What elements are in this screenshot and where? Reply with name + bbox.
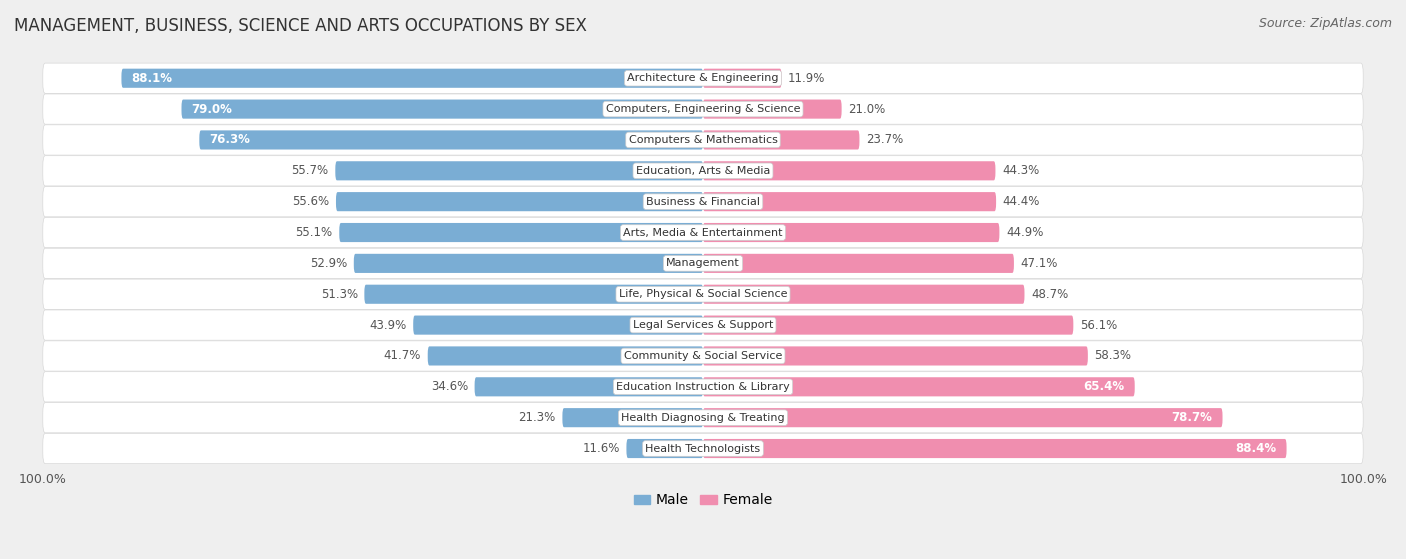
Text: 51.3%: 51.3% [321,288,357,301]
Text: 65.4%: 65.4% [1084,380,1125,394]
Text: Life, Physical & Social Science: Life, Physical & Social Science [619,289,787,299]
Text: Health Diagnosing & Treating: Health Diagnosing & Treating [621,413,785,423]
Text: 55.1%: 55.1% [295,226,333,239]
FancyBboxPatch shape [703,347,1088,366]
Text: 55.6%: 55.6% [292,195,329,208]
FancyBboxPatch shape [121,69,703,88]
FancyBboxPatch shape [703,192,995,211]
FancyBboxPatch shape [42,372,1364,402]
Text: 48.7%: 48.7% [1031,288,1069,301]
FancyBboxPatch shape [703,285,1025,304]
Text: Architecture & Engineering: Architecture & Engineering [627,73,779,83]
FancyBboxPatch shape [703,439,1286,458]
FancyBboxPatch shape [703,254,1014,273]
Text: 78.7%: 78.7% [1171,411,1212,424]
FancyBboxPatch shape [42,248,1364,278]
FancyBboxPatch shape [703,130,859,149]
Text: 11.9%: 11.9% [789,72,825,85]
FancyBboxPatch shape [42,310,1364,340]
Text: Computers & Mathematics: Computers & Mathematics [628,135,778,145]
FancyBboxPatch shape [427,347,703,366]
Text: Education, Arts & Media: Education, Arts & Media [636,166,770,176]
FancyBboxPatch shape [339,223,703,242]
Text: 44.3%: 44.3% [1002,164,1039,177]
FancyBboxPatch shape [181,100,703,119]
FancyBboxPatch shape [42,63,1364,93]
Text: 34.6%: 34.6% [430,380,468,394]
Text: 52.9%: 52.9% [309,257,347,270]
FancyBboxPatch shape [42,125,1364,155]
Text: 88.4%: 88.4% [1236,442,1277,455]
FancyBboxPatch shape [42,156,1364,186]
Text: Management: Management [666,258,740,268]
Text: 41.7%: 41.7% [384,349,422,362]
Text: 76.3%: 76.3% [209,134,250,146]
FancyBboxPatch shape [335,161,703,181]
FancyBboxPatch shape [703,69,782,88]
Text: Education Instruction & Library: Education Instruction & Library [616,382,790,392]
Text: Source: ZipAtlas.com: Source: ZipAtlas.com [1258,17,1392,30]
FancyBboxPatch shape [42,217,1364,248]
Text: 58.3%: 58.3% [1094,349,1132,362]
Text: 44.9%: 44.9% [1007,226,1043,239]
Text: Community & Social Service: Community & Social Service [624,351,782,361]
FancyBboxPatch shape [703,408,1223,427]
FancyBboxPatch shape [42,341,1364,371]
FancyBboxPatch shape [200,130,703,149]
Text: 44.4%: 44.4% [1002,195,1040,208]
Text: 23.7%: 23.7% [866,134,903,146]
FancyBboxPatch shape [703,100,842,119]
FancyBboxPatch shape [42,433,1364,463]
FancyBboxPatch shape [413,315,703,335]
Text: Business & Financial: Business & Financial [645,197,761,207]
FancyBboxPatch shape [703,161,995,181]
Text: 88.1%: 88.1% [131,72,173,85]
FancyBboxPatch shape [562,408,703,427]
Text: Computers, Engineering & Science: Computers, Engineering & Science [606,104,800,114]
Text: 55.7%: 55.7% [291,164,329,177]
FancyBboxPatch shape [42,402,1364,433]
Text: 79.0%: 79.0% [191,103,232,116]
FancyBboxPatch shape [364,285,703,304]
Text: 43.9%: 43.9% [370,319,406,331]
Text: Health Technologists: Health Technologists [645,443,761,453]
Text: MANAGEMENT, BUSINESS, SCIENCE AND ARTS OCCUPATIONS BY SEX: MANAGEMENT, BUSINESS, SCIENCE AND ARTS O… [14,17,586,35]
FancyBboxPatch shape [354,254,703,273]
FancyBboxPatch shape [627,439,703,458]
Text: Legal Services & Support: Legal Services & Support [633,320,773,330]
FancyBboxPatch shape [42,187,1364,217]
FancyBboxPatch shape [703,223,1000,242]
Text: 47.1%: 47.1% [1021,257,1057,270]
FancyBboxPatch shape [42,279,1364,309]
FancyBboxPatch shape [475,377,703,396]
Text: 21.0%: 21.0% [848,103,886,116]
FancyBboxPatch shape [336,192,703,211]
Text: 21.3%: 21.3% [519,411,555,424]
FancyBboxPatch shape [703,377,1135,396]
FancyBboxPatch shape [703,315,1073,335]
Text: 56.1%: 56.1% [1080,319,1118,331]
Text: Arts, Media & Entertainment: Arts, Media & Entertainment [623,228,783,238]
Legend: Male, Female: Male, Female [628,488,778,513]
FancyBboxPatch shape [42,94,1364,124]
Text: 11.6%: 11.6% [582,442,620,455]
